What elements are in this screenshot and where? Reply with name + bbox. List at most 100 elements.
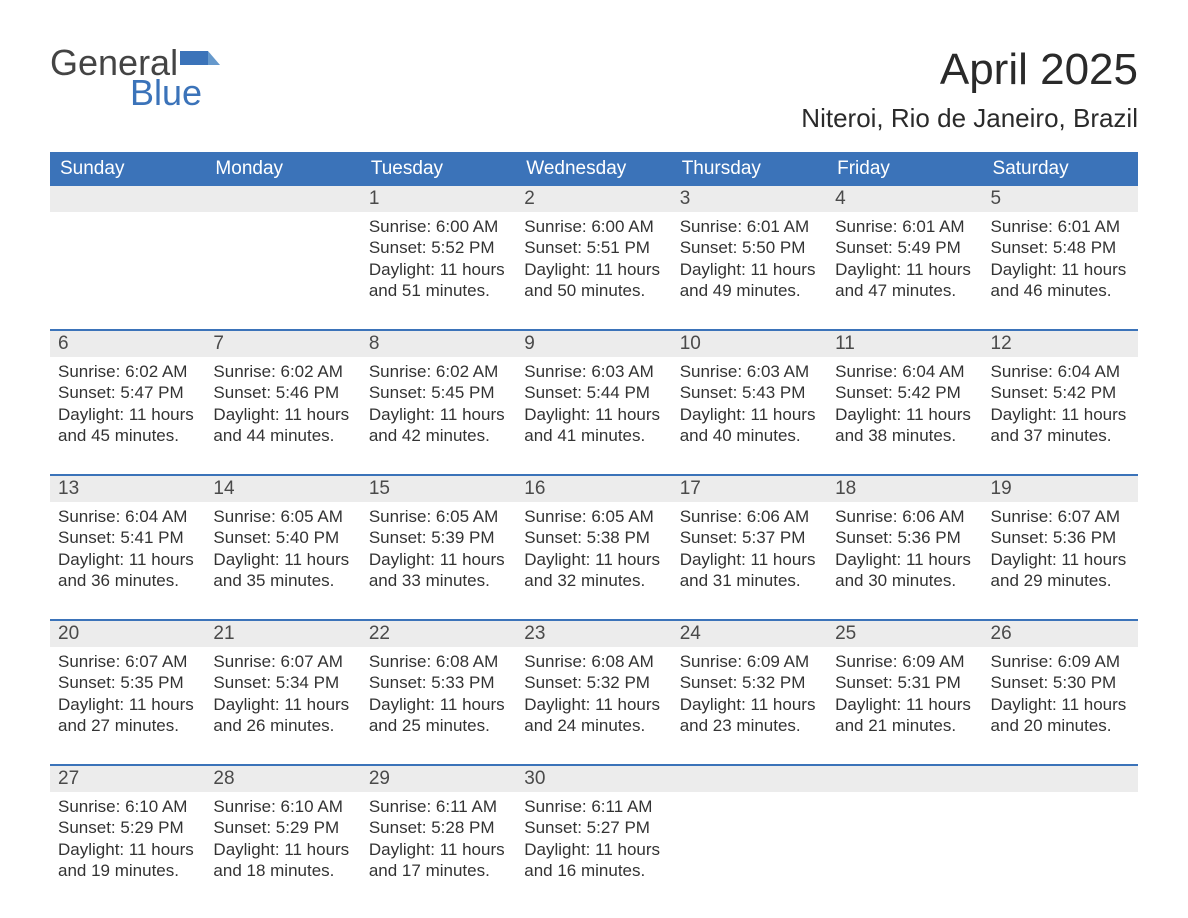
- sunrise-text: Sunrise: 6:09 AM: [680, 651, 819, 672]
- daylight-text: Daylight: 11 hours and 32 minutes.: [524, 549, 663, 592]
- daylight-text: Daylight: 11 hours and 25 minutes.: [369, 694, 508, 737]
- day-number-cell: 21: [205, 620, 360, 647]
- day-content-cell: Sunrise: 6:01 AMSunset: 5:49 PMDaylight:…: [827, 212, 982, 330]
- day-number-cell: 10: [672, 330, 827, 357]
- daylight-text: Daylight: 11 hours and 24 minutes.: [524, 694, 663, 737]
- month-title: April 2025: [801, 45, 1138, 95]
- day-number-cell: 16: [516, 475, 671, 502]
- day-number-cell: 29: [361, 765, 516, 792]
- daynum-row: 6789101112: [50, 330, 1138, 357]
- location-subtitle: Niteroi, Rio de Janeiro, Brazil: [801, 103, 1138, 134]
- sunrise-text: Sunrise: 6:08 AM: [369, 651, 508, 672]
- sunset-text: Sunset: 5:32 PM: [524, 672, 663, 693]
- sunrise-text: Sunrise: 6:09 AM: [991, 651, 1130, 672]
- day-content-cell: Sunrise: 6:09 AMSunset: 5:30 PMDaylight:…: [983, 647, 1138, 765]
- day-number-cell: 14: [205, 475, 360, 502]
- sunrise-text: Sunrise: 6:07 AM: [991, 506, 1130, 527]
- sunrise-text: Sunrise: 6:10 AM: [213, 796, 352, 817]
- day-content-cell: Sunrise: 6:02 AMSunset: 5:46 PMDaylight:…: [205, 357, 360, 475]
- day-number-cell: 11: [827, 330, 982, 357]
- sunrise-text: Sunrise: 6:02 AM: [58, 361, 197, 382]
- day-number-cell: 12: [983, 330, 1138, 357]
- day-content-cell: Sunrise: 6:11 AMSunset: 5:27 PMDaylight:…: [516, 792, 671, 887]
- weekday-header: Monday: [205, 152, 360, 186]
- daylight-text: Daylight: 11 hours and 36 minutes.: [58, 549, 197, 592]
- day-content-cell: [50, 212, 205, 330]
- sunset-text: Sunset: 5:32 PM: [680, 672, 819, 693]
- daylight-text: Daylight: 11 hours and 44 minutes.: [213, 404, 352, 447]
- day-number-cell: 30: [516, 765, 671, 792]
- sunrise-text: Sunrise: 6:10 AM: [58, 796, 197, 817]
- logo-text-blue: Blue: [130, 75, 202, 111]
- sunrise-text: Sunrise: 6:07 AM: [213, 651, 352, 672]
- day-content-cell: Sunrise: 6:11 AMSunset: 5:28 PMDaylight:…: [361, 792, 516, 887]
- day-content-cell: [827, 792, 982, 887]
- day-content-cell: Sunrise: 6:07 AMSunset: 5:35 PMDaylight:…: [50, 647, 205, 765]
- day-content-row: Sunrise: 6:07 AMSunset: 5:35 PMDaylight:…: [50, 647, 1138, 765]
- sunrise-text: Sunrise: 6:04 AM: [835, 361, 974, 382]
- sunrise-text: Sunrise: 6:04 AM: [58, 506, 197, 527]
- sunset-text: Sunset: 5:34 PM: [213, 672, 352, 693]
- sunrise-text: Sunrise: 6:06 AM: [680, 506, 819, 527]
- day-content-row: Sunrise: 6:04 AMSunset: 5:41 PMDaylight:…: [50, 502, 1138, 620]
- sunset-text: Sunset: 5:45 PM: [369, 382, 508, 403]
- daylight-text: Daylight: 11 hours and 41 minutes.: [524, 404, 663, 447]
- day-number-cell: 26: [983, 620, 1138, 647]
- sunset-text: Sunset: 5:27 PM: [524, 817, 663, 838]
- day-content-cell: [205, 212, 360, 330]
- daylight-text: Daylight: 11 hours and 50 minutes.: [524, 259, 663, 302]
- day-number-cell: 19: [983, 475, 1138, 502]
- sunrise-text: Sunrise: 6:04 AM: [991, 361, 1130, 382]
- daylight-text: Daylight: 11 hours and 47 minutes.: [835, 259, 974, 302]
- day-content-cell: Sunrise: 6:02 AMSunset: 5:47 PMDaylight:…: [50, 357, 205, 475]
- sunrise-text: Sunrise: 6:05 AM: [524, 506, 663, 527]
- day-number-cell: [983, 765, 1138, 792]
- day-content-cell: Sunrise: 6:09 AMSunset: 5:32 PMDaylight:…: [672, 647, 827, 765]
- day-content-cell: Sunrise: 6:06 AMSunset: 5:36 PMDaylight:…: [827, 502, 982, 620]
- day-number-cell: [672, 765, 827, 792]
- daynum-row: 13141516171819: [50, 475, 1138, 502]
- daynum-row: 12345: [50, 186, 1138, 212]
- daylight-text: Daylight: 11 hours and 38 minutes.: [835, 404, 974, 447]
- daylight-text: Daylight: 11 hours and 45 minutes.: [58, 404, 197, 447]
- sunrise-text: Sunrise: 6:08 AM: [524, 651, 663, 672]
- sunset-text: Sunset: 5:33 PM: [369, 672, 508, 693]
- sunset-text: Sunset: 5:48 PM: [991, 237, 1130, 258]
- day-content-row: Sunrise: 6:00 AMSunset: 5:52 PMDaylight:…: [50, 212, 1138, 330]
- sunset-text: Sunset: 5:29 PM: [213, 817, 352, 838]
- sunrise-text: Sunrise: 6:01 AM: [835, 216, 974, 237]
- day-number-cell: 9: [516, 330, 671, 357]
- weekday-header: Friday: [827, 152, 982, 186]
- sunset-text: Sunset: 5:30 PM: [991, 672, 1130, 693]
- sunset-text: Sunset: 5:36 PM: [835, 527, 974, 548]
- sunrise-text: Sunrise: 6:02 AM: [213, 361, 352, 382]
- daylight-text: Daylight: 11 hours and 37 minutes.: [991, 404, 1130, 447]
- daylight-text: Daylight: 11 hours and 51 minutes.: [369, 259, 508, 302]
- daylight-text: Daylight: 11 hours and 23 minutes.: [680, 694, 819, 737]
- sunset-text: Sunset: 5:35 PM: [58, 672, 197, 693]
- day-number-cell: 24: [672, 620, 827, 647]
- day-content-cell: Sunrise: 6:00 AMSunset: 5:52 PMDaylight:…: [361, 212, 516, 330]
- day-number-cell: 23: [516, 620, 671, 647]
- day-number-cell: 4: [827, 186, 982, 212]
- day-content-cell: Sunrise: 6:03 AMSunset: 5:43 PMDaylight:…: [672, 357, 827, 475]
- sunrise-text: Sunrise: 6:07 AM: [58, 651, 197, 672]
- day-content-cell: Sunrise: 6:02 AMSunset: 5:45 PMDaylight:…: [361, 357, 516, 475]
- sunrise-text: Sunrise: 6:03 AM: [680, 361, 819, 382]
- sunset-text: Sunset: 5:43 PM: [680, 382, 819, 403]
- day-content-cell: Sunrise: 6:04 AMSunset: 5:42 PMDaylight:…: [827, 357, 982, 475]
- daylight-text: Daylight: 11 hours and 26 minutes.: [213, 694, 352, 737]
- daylight-text: Daylight: 11 hours and 17 minutes.: [369, 839, 508, 882]
- day-content-cell: [983, 792, 1138, 887]
- day-content-cell: Sunrise: 6:01 AMSunset: 5:48 PMDaylight:…: [983, 212, 1138, 330]
- day-content-cell: Sunrise: 6:07 AMSunset: 5:34 PMDaylight:…: [205, 647, 360, 765]
- day-content-cell: Sunrise: 6:10 AMSunset: 5:29 PMDaylight:…: [205, 792, 360, 887]
- day-content-row: Sunrise: 6:02 AMSunset: 5:47 PMDaylight:…: [50, 357, 1138, 475]
- sunrise-text: Sunrise: 6:05 AM: [369, 506, 508, 527]
- sunset-text: Sunset: 5:46 PM: [213, 382, 352, 403]
- daylight-text: Daylight: 11 hours and 49 minutes.: [680, 259, 819, 302]
- sunset-text: Sunset: 5:42 PM: [835, 382, 974, 403]
- sunset-text: Sunset: 5:36 PM: [991, 527, 1130, 548]
- sunrise-text: Sunrise: 6:05 AM: [213, 506, 352, 527]
- weekday-header: Sunday: [50, 152, 205, 186]
